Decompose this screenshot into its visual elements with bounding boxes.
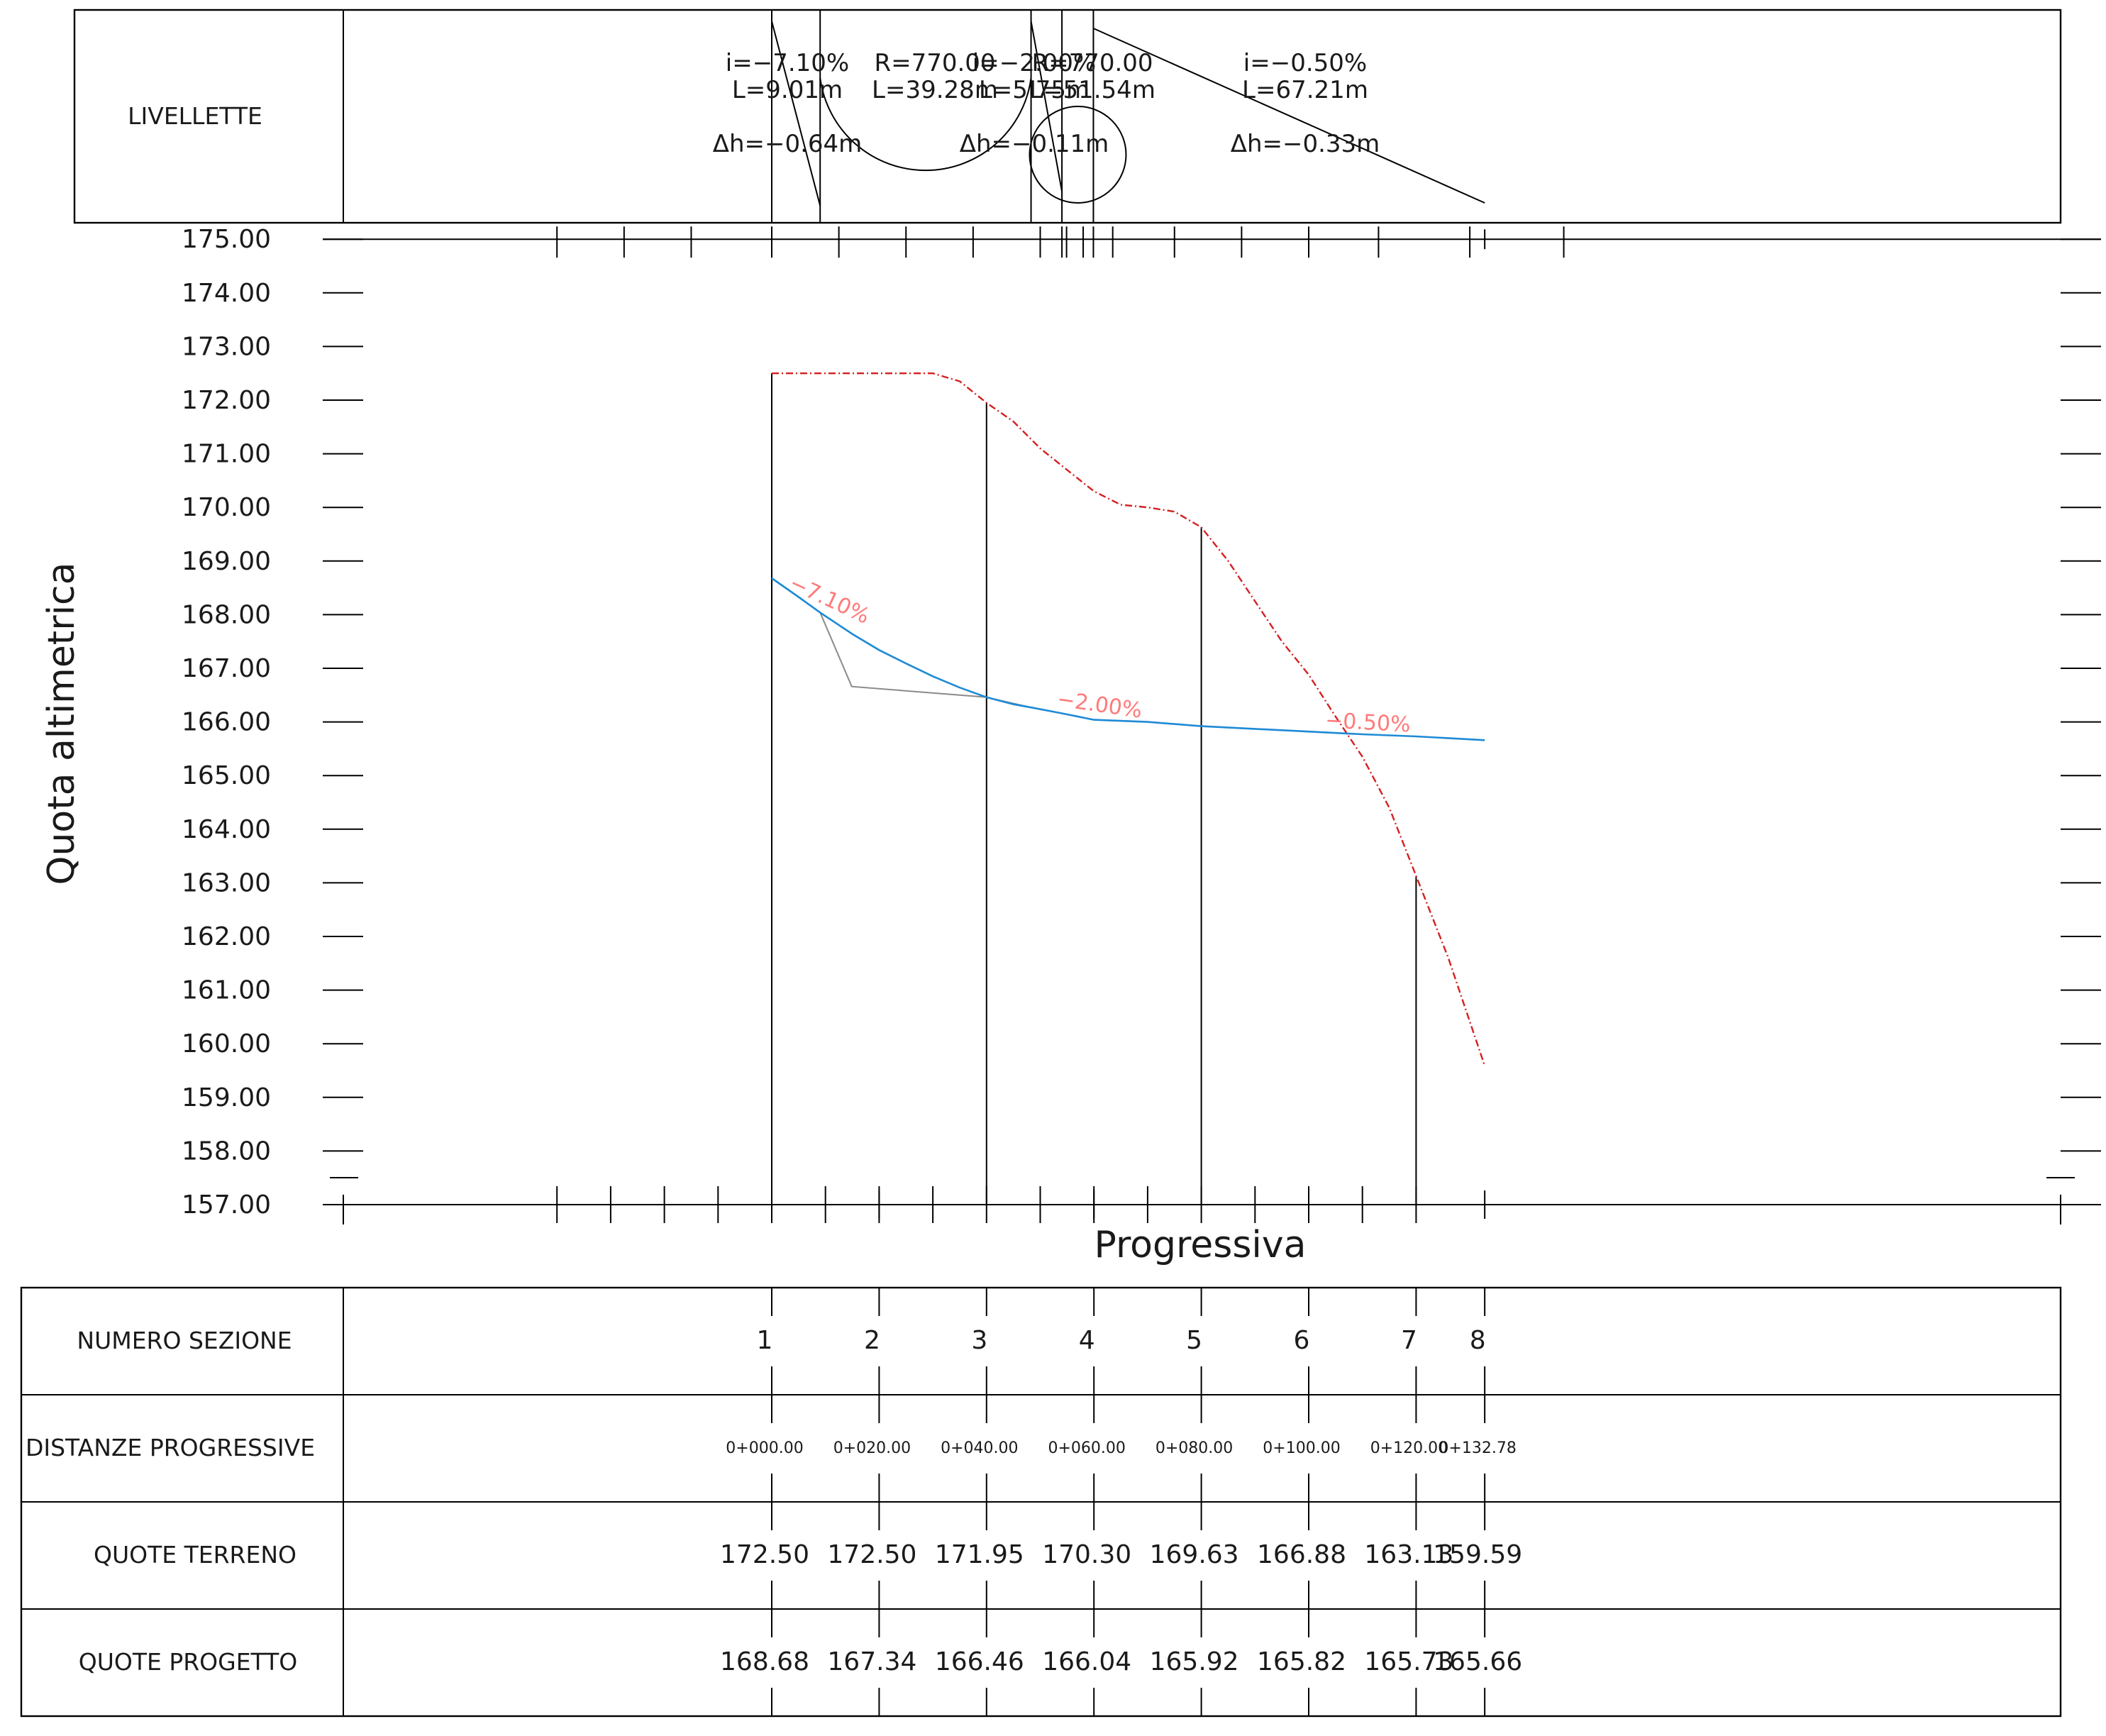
section-distance: 0+080.00 (1155, 1439, 1233, 1457)
row-title-distanze-progressive: DISTANZE PROGRESSIVE (26, 1434, 315, 1461)
section-number: 5 (1186, 1326, 1202, 1355)
livelletta-line1: R=770.00 (874, 49, 995, 77)
terrain-line (772, 372, 1486, 1066)
y-axis-title: Quota altimetrica (40, 563, 83, 885)
section-distance: 0+132.78 (1439, 1439, 1516, 1457)
y-tick-label: 166.00 (182, 708, 271, 737)
section-terrain-elevation: 169.63 (1150, 1540, 1239, 1569)
y-tick-label: 172.00 (182, 386, 271, 415)
vertical-curve-symbol-1 (819, 77, 1032, 172)
livellette-geometry (771, 10, 1485, 223)
slope-symbol-1 (771, 21, 821, 206)
section-number: 1 (757, 1326, 773, 1355)
livelletta-line3: Δh=−0.33m (1231, 130, 1380, 158)
section-distance: 0+100.00 (1263, 1439, 1340, 1457)
tangent-polygon-line (819, 612, 1031, 709)
y-tick-label: 165.00 (182, 761, 271, 790)
section-verticals (771, 373, 1486, 1219)
section-terrain-elevation: 172.50 (827, 1540, 916, 1569)
y-tick-label: 171.00 (182, 440, 271, 469)
grade-label: −0.50% (1324, 708, 1411, 737)
section-distance: 0+000.00 (726, 1439, 803, 1457)
chart-series (771, 372, 1486, 1066)
section-number: 8 (1470, 1326, 1486, 1355)
sections-table: NUMERO SEZIONE DISTANZE PROGRESSIVE QUOT… (20, 1286, 2062, 1718)
row-title-quote-progetto: QUOTE PROGETTO (79, 1648, 298, 1676)
section-number: 3 (971, 1326, 987, 1355)
livellette-labels: i=−7.10%L=9.01mΔh=−0.64mR=770.00L=39.28m… (713, 49, 1380, 158)
section-number: 4 (1079, 1326, 1095, 1355)
y-tick-label: 169.00 (182, 547, 271, 576)
livelletta-line2: L=9.01m (732, 76, 843, 104)
livelletta-line3: Δh=−0.11m (960, 130, 1109, 158)
x-axis-title: Progressiva (1094, 1224, 1307, 1266)
livelletta-line1: i=−2.00% (972, 49, 1096, 77)
slope-symbol-2 (1030, 21, 1063, 192)
section-project-elevation: 166.04 (1042, 1647, 1131, 1676)
livellette-frame (73, 9, 2062, 224)
livelletta-line2: L=5.75m (979, 76, 1090, 104)
livellette-title: LIVELLETTE (128, 102, 262, 130)
vertical-curve-symbol-2 (1029, 106, 1127, 204)
livelletta-line2: L=67.21m (1242, 76, 1368, 104)
row-title-numero-sezione: NUMERO SEZIONE (77, 1327, 292, 1354)
section-terrain-elevation: 159.59 (1433, 1540, 1522, 1569)
section-terrain-elevation: 171.95 (935, 1540, 1024, 1569)
section-project-elevation: 168.68 (720, 1647, 809, 1676)
y-tick-label: 173.00 (182, 332, 271, 361)
y-tick-label: 167.00 (182, 654, 271, 683)
section-distance: 0+040.00 (941, 1439, 1018, 1457)
grade-labels: −7.10% −2.00% −0.50% (785, 570, 1411, 737)
section-number: 2 (864, 1326, 880, 1355)
slope-symbol-3 (1093, 28, 1485, 204)
y-tick-label: 158.00 (182, 1137, 271, 1166)
livelletta-line2: L=51.54m (1029, 76, 1155, 104)
section-distance: 0+120.00 (1370, 1439, 1448, 1457)
profile-chart: 175.00 174.00 173.00 172.00 171.00 170.00 169.… (40, 225, 2101, 1266)
livelletta-line2: L=39.28m (872, 76, 998, 104)
livelletta-line3: Δh=−0.64m (713, 130, 863, 158)
section-terrain-elevation: 166.88 (1257, 1540, 1346, 1569)
grade-label: −2.00% (1055, 687, 1143, 723)
section-number: 6 (1294, 1326, 1310, 1355)
section-project-elevation: 165.92 (1150, 1647, 1239, 1676)
y-tick-label: 159.00 (182, 1083, 271, 1112)
section-project-elevation: 165.73 (1364, 1647, 1453, 1676)
table-cells: 1 0+000.00 172.50 168.68 2 0+020.00 172.50 167.… (720, 1288, 1522, 1716)
section-terrain-elevation: 163.13 (1364, 1540, 1453, 1569)
y-tick-label: 168.00 (182, 600, 271, 629)
section-project-elevation: 167.34 (827, 1647, 916, 1676)
y-tick-label: 170.00 (182, 493, 271, 522)
section-terrain-elevation: 172.50 (720, 1540, 809, 1569)
livelletta-line1: i=−0.50% (1243, 49, 1367, 77)
y-tick-label: 163.00 (182, 868, 271, 897)
y-tick-label: 175.00 (182, 225, 271, 254)
section-project-elevation: 166.46 (935, 1647, 1024, 1676)
grade-label: −7.10% (785, 570, 873, 629)
y-tick-label: 162.00 (182, 922, 271, 951)
section-distance: 0+060.00 (1048, 1439, 1125, 1457)
y-tick-label: 174.00 (182, 279, 271, 308)
row-title-quote-terreno: QUOTE TERRENO (94, 1541, 296, 1569)
section-project-elevation: 165.82 (1257, 1647, 1346, 1676)
y-tick-label: 157.00 (182, 1190, 271, 1220)
y-tick-label: 161.00 (182, 976, 271, 1005)
y-tick-label: 164.00 (182, 815, 271, 844)
section-number: 7 (1401, 1326, 1417, 1355)
livellette-panel: LIVELLETTE i=−7.10%L=9.01m Δh=−0.64m R=770… (73, 9, 2062, 224)
section-distance: 0+020.00 (833, 1439, 911, 1457)
y-tick-label: 160.00 (182, 1029, 271, 1058)
livelletta-line1: i=−7.10% (726, 49, 849, 77)
project-grade-line (771, 577, 1485, 741)
section-terrain-elevation: 170.30 (1042, 1540, 1131, 1569)
section-project-elevation: 165.66 (1433, 1647, 1522, 1676)
chart-axes (323, 226, 2101, 1224)
livelletta-line1: R=770.00 (1031, 49, 1153, 77)
